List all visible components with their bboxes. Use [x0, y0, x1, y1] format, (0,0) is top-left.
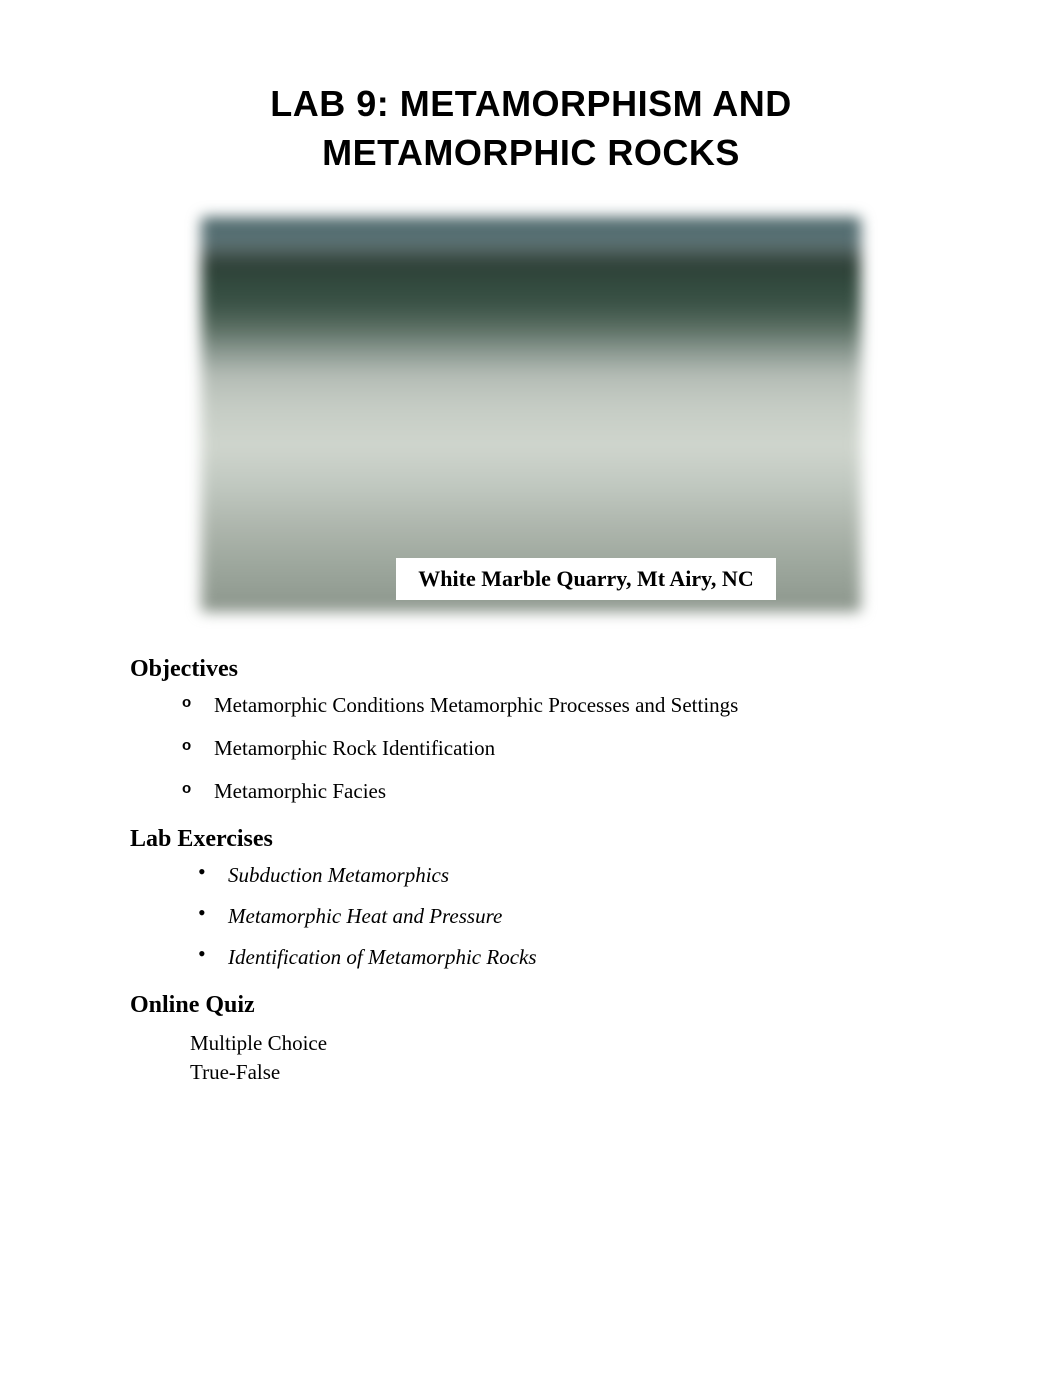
list-item: Subduction Metamorphics [228, 863, 932, 888]
title-line-1: LAB 9: METAMORPHISM AND [270, 83, 791, 124]
title-line-2: METAMORPHIC ROCKS [322, 132, 740, 173]
online-quiz-body: Multiple Choice True-False [130, 1029, 932, 1086]
list-item: Metamorphic Conditions Metamorphic Proce… [214, 693, 932, 718]
hero-image [201, 217, 861, 612]
list-item: Metamorphic Heat and Pressure [228, 904, 932, 929]
lab-exercises-list: Subduction Metamorphics Metamorphic Heat… [130, 863, 932, 970]
objectives-heading: Objectives [130, 656, 932, 683]
list-item: Identification of Metamorphic Rocks [228, 945, 932, 970]
page-title: LAB 9: METAMORPHISM AND METAMORPHIC ROCK… [130, 80, 932, 177]
objectives-list: Metamorphic Conditions Metamorphic Proce… [130, 693, 932, 804]
hero-caption: White Marble Quarry, Mt Airy, NC [396, 558, 775, 600]
lab-exercises-heading: Lab Exercises [130, 826, 932, 853]
list-item: Metamorphic Rock Identification [214, 736, 932, 761]
online-quiz-heading: Online Quiz [130, 992, 932, 1019]
quiz-line: Multiple Choice [190, 1029, 932, 1057]
list-item: Metamorphic Facies [214, 779, 932, 804]
quiz-line: True-False [190, 1058, 932, 1086]
hero-caption-wrap: White Marble Quarry, Mt Airy, NC [201, 558, 861, 600]
